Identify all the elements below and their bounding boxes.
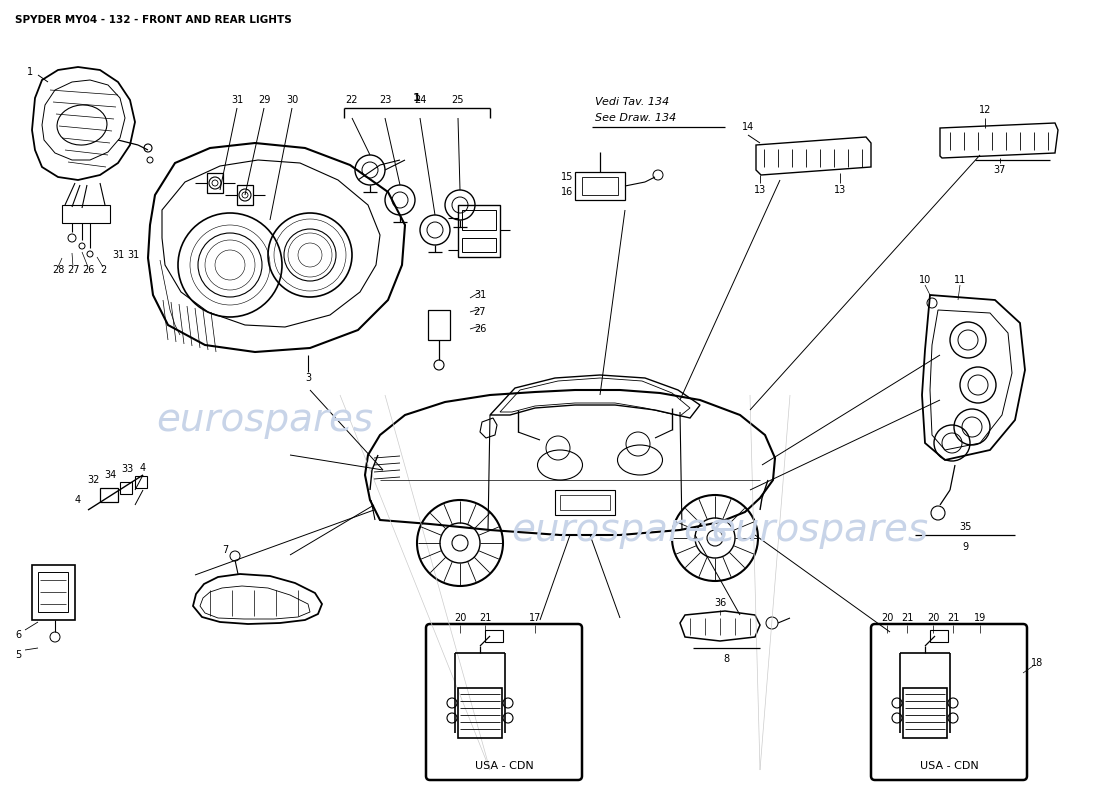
- Text: 31: 31: [231, 95, 243, 105]
- Text: 30: 30: [286, 95, 298, 105]
- Bar: [207, 173, 223, 193]
- Text: 23: 23: [378, 95, 392, 105]
- Bar: [903, 688, 947, 738]
- Text: 7: 7: [222, 545, 228, 555]
- Bar: [236, 185, 253, 205]
- Text: 5: 5: [15, 650, 21, 660]
- Text: 4: 4: [140, 463, 146, 473]
- Text: 28: 28: [52, 265, 64, 275]
- Text: USA - CDN: USA - CDN: [920, 761, 978, 771]
- Text: 27: 27: [474, 307, 486, 317]
- Bar: [120, 482, 132, 494]
- Text: 21: 21: [901, 613, 913, 623]
- Text: Vedi Tav. 134: Vedi Tav. 134: [595, 97, 669, 107]
- Bar: [458, 688, 502, 738]
- Text: USA - CDN: USA - CDN: [474, 761, 534, 771]
- Text: 31: 31: [474, 290, 486, 300]
- Text: 27: 27: [67, 265, 79, 275]
- Text: 9: 9: [961, 542, 968, 552]
- Bar: [575, 172, 625, 200]
- Text: 25: 25: [452, 95, 464, 105]
- Bar: [428, 310, 450, 340]
- Text: 14: 14: [741, 122, 755, 132]
- Text: 20: 20: [881, 613, 893, 623]
- Bar: [560, 495, 610, 510]
- Bar: [62, 205, 110, 223]
- Text: 36: 36: [714, 598, 726, 608]
- Text: 16: 16: [561, 187, 573, 197]
- Text: 29: 29: [257, 95, 271, 105]
- Text: 34: 34: [103, 470, 117, 480]
- Bar: [930, 630, 948, 642]
- Text: 8: 8: [723, 654, 729, 664]
- Text: 3: 3: [305, 373, 311, 383]
- Text: 15: 15: [561, 172, 573, 182]
- Text: 1: 1: [414, 93, 421, 103]
- Bar: [485, 630, 503, 642]
- Text: 31: 31: [112, 250, 124, 260]
- Text: 21: 21: [478, 613, 492, 623]
- Text: 20: 20: [927, 613, 939, 623]
- Text: 1: 1: [26, 67, 33, 77]
- Text: 11: 11: [954, 275, 966, 285]
- Text: 19: 19: [974, 613, 986, 623]
- Text: 12: 12: [979, 105, 991, 115]
- Text: 17: 17: [529, 613, 541, 623]
- Text: 26: 26: [81, 265, 95, 275]
- Bar: [556, 490, 615, 515]
- Text: See Draw. 134: See Draw. 134: [595, 113, 676, 123]
- Bar: [582, 177, 618, 195]
- Text: 37: 37: [993, 165, 1007, 175]
- Text: 6: 6: [15, 630, 21, 640]
- Text: 20: 20: [454, 613, 466, 623]
- Bar: [462, 210, 496, 230]
- Text: eurospares: eurospares: [712, 511, 928, 549]
- Bar: [100, 488, 118, 502]
- Text: 22: 22: [345, 95, 359, 105]
- Text: 13: 13: [834, 185, 846, 195]
- Bar: [135, 476, 147, 488]
- Text: 18: 18: [1031, 658, 1043, 668]
- Text: 26: 26: [474, 324, 486, 334]
- Text: 32: 32: [87, 475, 99, 485]
- Text: 13: 13: [754, 185, 766, 195]
- Text: 10: 10: [918, 275, 931, 285]
- Text: eurospares: eurospares: [156, 401, 374, 439]
- Text: 2: 2: [100, 265, 106, 275]
- Text: SPYDER MY04 - 132 - FRONT AND REAR LIGHTS: SPYDER MY04 - 132 - FRONT AND REAR LIGHT…: [15, 15, 292, 25]
- Text: 4: 4: [75, 495, 81, 505]
- Text: 24: 24: [414, 95, 426, 105]
- Text: 21: 21: [947, 613, 959, 623]
- Text: 33: 33: [121, 464, 133, 474]
- Text: 35: 35: [959, 522, 971, 532]
- Text: eurospares: eurospares: [512, 511, 728, 549]
- Bar: [462, 238, 496, 252]
- Bar: [458, 205, 500, 257]
- Text: 31: 31: [126, 250, 139, 260]
